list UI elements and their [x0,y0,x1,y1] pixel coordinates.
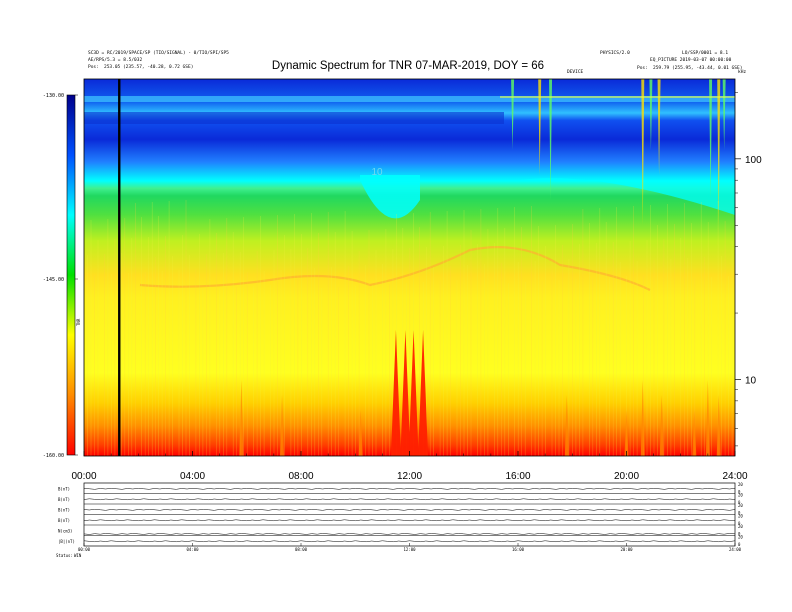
cyan-intrusion [360,175,420,219]
in-plot-label: 10 [371,167,383,178]
pos-left-label: Pos: [88,64,99,70]
radio-bursts [239,79,735,456]
panel-right-tick: 0 [738,542,741,547]
panel-label: B(nT) [58,486,70,491]
emission-ridge [139,246,651,291]
panel-right-tick: 0 [738,532,741,537]
panel-right-tick: 0 [738,490,741,495]
burst-low [716,395,721,456]
bottom-axis-ticks: 00:00 04:00 08:00 12:00 16:00 20:00 24:00 [78,543,742,552]
pos-left-value: 253.05 (235.57, -40.28, 0.72 GSE) [104,64,193,70]
header-right-3: EQ_PICTURE 2019-03-07 00:00:00 [650,57,732,63]
x-tick-label: 04:00 [180,471,205,482]
x-tick-label: 16:00 [505,471,530,482]
header-right-1: PHYSICS/2.0 [600,50,630,56]
burst-low [640,380,645,456]
panel-right-tick: 0 [738,500,741,505]
burst-high [717,79,721,225]
bottom-tick-label: 12:00 [403,547,416,552]
header-right-2: LO/SSP/0001 = 8.1 [682,50,728,56]
chart-title: Dynamic Spectrum for TNR 07-MAR-2019, DO… [272,60,544,72]
panel-label: N(cm3) [58,528,72,533]
colorbar-ticks: -130.00 -145.00 -160.00 [43,93,78,459]
x-tick-label: 08:00 [288,471,313,482]
burst-low [624,410,629,456]
bottom-tick-label: 16:00 [512,547,525,552]
panel-right-tick: 20 [738,535,743,540]
bottom-tick-label: 20:00 [620,547,633,552]
pos-right-label: Pos: [637,65,648,71]
header-left-1: SC3D = RC/2019/SPACE/SP (TIO/SIGNAL) - 0… [88,50,229,56]
pos-right-value: 259.79 (255.95, -43.44, 0.01 GSE) [653,65,742,71]
bottom-tick-label: 08:00 [295,547,308,552]
status-value: WIN [74,553,82,558]
panel-trace [83,498,736,501]
header-center: DEVICE [567,69,584,75]
spectrogram-background [84,79,735,456]
status-label: Status: [56,553,73,558]
burst-high [549,79,553,200]
panel-label: |B|(nT) [58,539,75,544]
x-tick-label: 24:00 [722,471,747,482]
burst-low [408,330,419,456]
x-tick-label: 00:00 [71,471,96,482]
burst-high [641,79,645,225]
burst-low [239,380,244,456]
burst-low [564,395,569,456]
panel-trace [83,488,736,490]
panel-right-tick: 0 [738,511,741,516]
lower-panels: B(nT)200B(nT)200B(nT)200B(nT)200N(cm3)20… [58,482,743,547]
cyan-band [84,96,735,102]
burst-low [418,330,429,456]
spectrogram-features [84,96,735,456]
panel-label: B(nT) [58,497,70,502]
panel-label: B(nT) [58,507,70,512]
bottom-tick-label: 24:00 [729,547,742,552]
x-tick-label: 12:00 [397,471,422,482]
y-tick-label: 100 [745,155,762,166]
burst-low [705,380,710,456]
burst-low [280,395,285,456]
blue-band [84,112,504,124]
burst-low [390,330,401,456]
header-left-2: AE/RPS/5.3 = 8.5/032 [88,57,142,63]
panel-label: B(nT) [58,518,70,523]
spectrogram [84,79,735,456]
x-axis-ticks: 00:00 04:00 08:00 12:00 16:00 20:00 24:00 [71,451,748,482]
burst-low [358,410,363,456]
burst-low [692,410,697,456]
burst-high [538,79,542,175]
colorbar-tick-label: -160.00 [43,453,64,459]
colorbar-tick-label: -145.00 [43,277,64,283]
colorbar-label: TNR [76,318,81,326]
burst-high [657,79,661,175]
x-tick-label: 20:00 [614,471,639,482]
panel-right-tick: 20 [738,482,743,487]
y-axis-ticks: 10 100 [735,92,762,447]
panel-right-tick: 0 [738,521,741,526]
panel-right-tick: 20 [738,493,743,498]
panel-right-tick: 20 [738,524,743,529]
panel-trace [83,509,736,511]
panel-trace [83,540,736,543]
colorbar-tick-label: -130.00 [43,93,64,99]
panel-right-tick: 20 [738,514,743,519]
burst-low [400,330,411,456]
burst-low [659,395,664,456]
panel-right-tick: 20 [738,503,743,508]
burst-high [709,79,713,200]
bottom-tick-label: 04:00 [186,547,199,552]
colorbar [66,94,76,456]
cyan-upper-right [520,178,735,215]
header-corner: kHz [738,69,746,75]
y-tick-label: 10 [745,375,757,386]
panel-trace [83,533,736,535]
bottom-tick-label: 00:00 [78,547,91,552]
panel-trace [83,519,736,522]
